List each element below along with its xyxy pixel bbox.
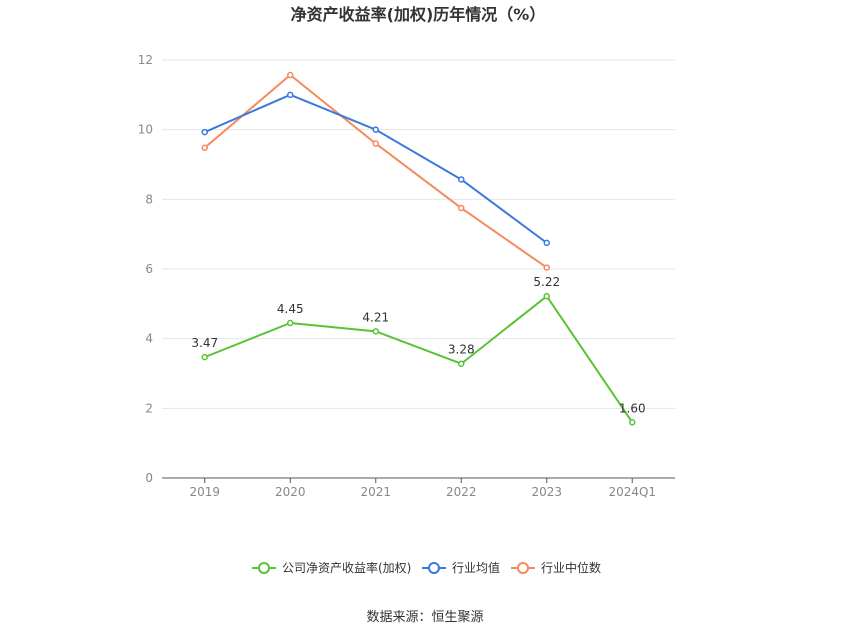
- y-tick-label: 8: [145, 192, 153, 206]
- data-point[interactable]: [287, 71, 294, 79]
- y-tick-label: 4: [145, 332, 153, 346]
- data-point[interactable]: [458, 176, 465, 183]
- x-tick-label: 2023: [531, 485, 562, 499]
- data-label: 5.22: [533, 275, 560, 289]
- data-point[interactable]: [201, 128, 208, 136]
- data-label: 3.28: [448, 343, 475, 357]
- data-point[interactable]: [372, 328, 379, 335]
- data-label: 4.45: [277, 302, 304, 316]
- data-label: 1.60: [619, 401, 646, 415]
- data-point[interactable]: [458, 204, 465, 212]
- legend-label: 公司净资产收益率(加权): [282, 560, 411, 575]
- series-line: [204, 93, 548, 244]
- legend[interactable]: 公司净资产收益率(加权) 行业均值 行业中位数: [252, 560, 601, 575]
- y-axis: 0 2 4 6 8 10 12: [138, 53, 153, 485]
- series-line: [204, 295, 634, 423]
- legend-item[interactable]: 行业中位数: [511, 560, 601, 575]
- data-point[interactable]: [543, 292, 550, 300]
- data-point[interactable]: [543, 239, 550, 247]
- data-point[interactable]: [287, 319, 294, 327]
- y-tick-label: 2: [145, 401, 153, 415]
- x-tick-label: 2020: [275, 485, 306, 499]
- legend-label: 行业均值: [452, 560, 500, 575]
- data-point[interactable]: [372, 126, 379, 133]
- series-line: [204, 73, 548, 269]
- data-point[interactable]: [201, 144, 208, 152]
- y-tick-label: 0: [145, 471, 153, 485]
- chart-title: 净资产收益率(加权)历年情况（%）: [291, 5, 546, 24]
- source-note: 数据来源：恒生聚源: [366, 610, 483, 625]
- data-label: 3.47: [191, 336, 218, 350]
- data-point[interactable]: [629, 419, 636, 426]
- legend-swatch-marker: [517, 562, 529, 574]
- data-label: 4.21: [362, 310, 389, 324]
- legend-swatch-marker: [258, 562, 270, 574]
- data-point[interactable]: [287, 91, 294, 99]
- data-point[interactable]: [543, 264, 550, 271]
- series-layer: 3.47 4.45 4.21 3.28 5.22 1.60: [191, 71, 646, 426]
- y-tick-label: 6: [145, 262, 153, 276]
- legend-swatch-marker: [428, 562, 440, 574]
- data-point[interactable]: [458, 360, 465, 367]
- legend-label: 行业中位数: [541, 560, 601, 575]
- y-tick-label: 10: [138, 123, 153, 137]
- x-tick-label: 2024Q1: [608, 485, 656, 499]
- x-axis: 2019 2020 2021 2022 2023 2024Q1: [162, 477, 675, 499]
- legend-item[interactable]: 行业均值: [422, 560, 500, 575]
- y-tick-label: 12: [138, 53, 153, 67]
- legend-item[interactable]: 公司净资产收益率(加权): [252, 560, 411, 575]
- x-tick-label: 2019: [189, 485, 220, 499]
- x-tick-label: 2022: [446, 485, 477, 499]
- data-point[interactable]: [201, 353, 208, 361]
- data-point[interactable]: [372, 140, 379, 147]
- x-tick-label: 2021: [360, 485, 391, 499]
- grid: [162, 59, 675, 409]
